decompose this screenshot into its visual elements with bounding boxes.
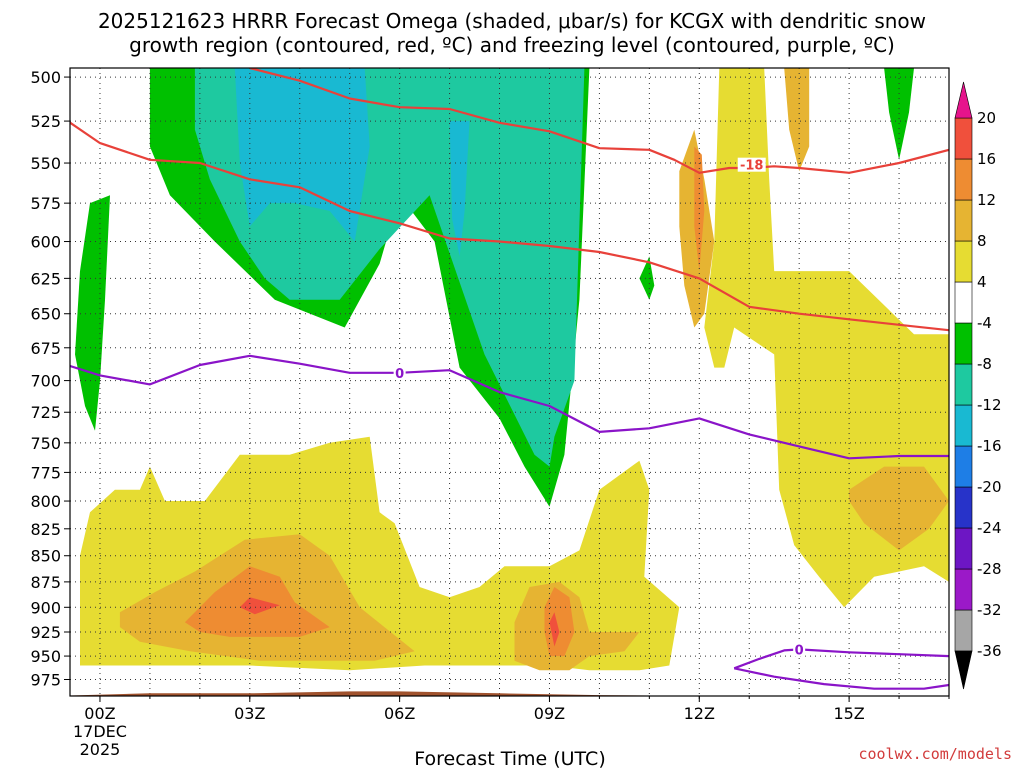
omega-region-12 — [784, 68, 810, 172]
ground-layer — [70, 691, 949, 696]
y-tick-label: 575 — [30, 194, 61, 213]
colorbar-swatch — [954, 445, 973, 488]
colorbar-swatch — [954, 322, 973, 365]
colorbar-swatch — [954, 527, 973, 570]
y-tick-label: 900 — [30, 598, 61, 617]
y-tick-label: 850 — [30, 547, 61, 566]
colorbar-tick-label: -12 — [977, 396, 1002, 414]
freezing-contour-label-bg — [793, 642, 806, 657]
colorbar-swatch — [954, 404, 973, 447]
omega-region-5 — [234, 68, 370, 242]
ground-strip — [70, 691, 949, 696]
omega-region-1 — [75, 195, 110, 431]
dgz-contour-label: -18 — [740, 159, 764, 174]
y-tick-label: 600 — [30, 233, 61, 252]
y-tick-label: 825 — [30, 520, 61, 539]
y-tick-label: 650 — [30, 305, 61, 324]
colorbar-tick-label: -4 — [977, 314, 992, 332]
colorbar-tick-label: -28 — [977, 560, 1002, 578]
contour-lines: -18 0 0 — [70, 68, 949, 690]
colorbar-swatch — [954, 117, 973, 160]
colorbar-tick-label: 20 — [977, 109, 996, 127]
y-tick-label: 625 — [30, 269, 61, 288]
omega-shading — [75, 68, 949, 671]
x-tick-label: 09Z — [534, 704, 565, 723]
colorbar-swatch — [954, 199, 973, 242]
colorbar-swatch — [954, 568, 973, 611]
plot-area: -18 0 0 — [70, 68, 949, 696]
omega-region-15 — [544, 587, 575, 657]
x-tick-label: 12Z — [684, 704, 715, 723]
credit-text: coolwx.com/models — [858, 745, 1012, 763]
dgz-contour-line-1 — [249, 68, 949, 174]
y-tick-label: 925 — [30, 623, 61, 642]
freezing-contour-label: 0 — [795, 643, 804, 658]
y-tick-label: 775 — [30, 463, 61, 482]
y-tick-label: 525 — [30, 112, 61, 131]
omega-region-2 — [639, 256, 655, 300]
y-tick-label: 700 — [30, 372, 61, 391]
omega-region-10 — [514, 581, 640, 671]
y-tick-label: 800 — [30, 492, 61, 511]
y-tick-label: 550 — [30, 154, 61, 173]
y-tick-label: 500 — [30, 68, 61, 87]
chart-title-line1: 2025121623 HRRR Forecast Omega (shaded, … — [98, 9, 926, 33]
colorbar-swatch — [954, 158, 973, 201]
y-tick-label: 875 — [30, 573, 61, 592]
chart-title-line2: growth region (contoured, red, ºC) and f… — [129, 33, 895, 57]
x-tick-label: 15Z — [833, 704, 864, 723]
colorbar-tick-label: 12 — [977, 191, 996, 209]
colorbar-swatch — [954, 281, 973, 324]
colorbar-swatch — [954, 363, 973, 406]
colorbar-tick-label: -8 — [977, 355, 992, 373]
colorbar-tick-label: -24 — [977, 519, 1002, 537]
colorbar-tick-label: -20 — [977, 478, 1002, 496]
colorbar-tick-label: 8 — [977, 232, 987, 250]
y-tick-label: 950 — [30, 647, 61, 666]
y-axis: 500 525 550 575 600 625 650 675 700 725 750 775 800 8… — [30, 68, 70, 689]
y-tick-label: 975 — [30, 670, 61, 689]
x-tick-label: 06Z — [384, 704, 415, 723]
colorbar-swatch — [954, 609, 973, 652]
y-tick-label: 725 — [30, 403, 61, 422]
freezing-contour-line-4 — [733, 667, 949, 690]
freezing-contour-label: 0 — [395, 367, 404, 382]
colorbar-tick-label: -36 — [977, 642, 1002, 660]
colorbar-tick-label: -32 — [977, 601, 1002, 619]
colorbar-swatch — [954, 240, 973, 283]
y-tick-label: 675 — [30, 339, 61, 358]
colorbar-tick-label: -16 — [977, 437, 1002, 455]
colorbar-swatch — [954, 486, 973, 529]
colorbar-tick-label: 16 — [977, 150, 996, 168]
x-axis-label: Forecast Time (UTC) — [414, 748, 605, 768]
omega-region-6 — [449, 121, 470, 257]
colorbar-under-arrow — [954, 650, 973, 690]
freezing-contour-line-0 — [70, 354, 949, 460]
x-tick-sublabel: 2025 — [80, 740, 121, 759]
x-tick-label: 00Z — [84, 704, 115, 723]
plot-frame — [69, 67, 950, 697]
omega-region-17 — [239, 597, 280, 615]
freezing-contour-label-bg — [393, 365, 406, 380]
omega-region-18 — [549, 612, 560, 647]
colorbar: -36 -32 -28 -24 -20 -16 -12 -8 -4 4 8 12 16 20 — [954, 81, 1002, 690]
x-tick-label: 03Z — [234, 704, 265, 723]
dgz-contour-label-bg — [737, 157, 766, 172]
colorbar-tick-label: 4 — [977, 273, 987, 291]
x-tick-sublabel: 17DEC — [73, 722, 127, 741]
colorbar-over-arrow — [954, 81, 973, 119]
dgz-contour-line-0 — [70, 121, 949, 332]
y-tick-label: 750 — [30, 434, 61, 453]
